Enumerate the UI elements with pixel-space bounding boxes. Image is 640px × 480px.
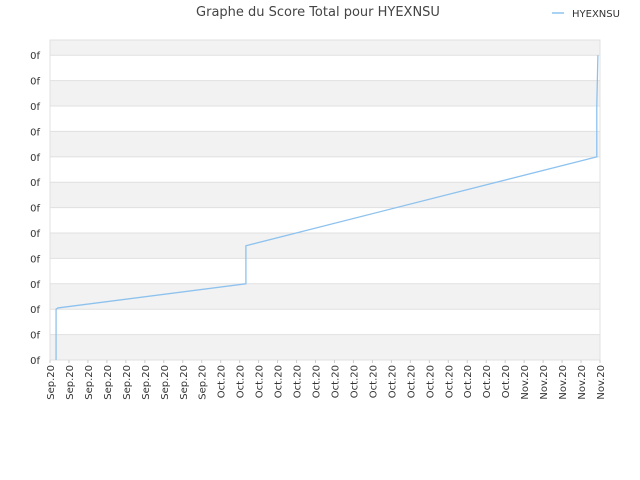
y-tick-label: 0f [30, 77, 40, 88]
legend-label: HYEXNSU [572, 9, 620, 20]
x-tick-label: Oct.20 [217, 365, 228, 398]
x-tick-label: Oct.20 [349, 365, 360, 398]
x-tick-label: Sep.20 [179, 365, 190, 400]
x-tick-label: Nov.20 [539, 365, 550, 400]
band [50, 40, 600, 56]
band [50, 182, 600, 208]
x-tick-label: Oct.20 [255, 365, 266, 398]
x-tick-label: Oct.20 [444, 365, 455, 398]
x-tick-label: Sep.20 [84, 365, 95, 400]
x-tick-label: Oct.20 [274, 365, 285, 398]
x-tick-label: Sep.20 [160, 365, 171, 400]
band [50, 233, 600, 259]
y-tick-label: 0f [30, 153, 40, 164]
y-tick-label: 0f [30, 305, 40, 316]
x-tick-label: Oct.20 [482, 365, 493, 398]
band [50, 283, 600, 310]
y-tick-label: 0f [30, 356, 40, 367]
x-tick-label: Oct.20 [368, 365, 379, 398]
y-tick-label: 0f [30, 331, 40, 342]
x-tick-label: Oct.20 [236, 365, 247, 398]
x-tick-label: Oct.20 [463, 365, 474, 398]
x-tick-label: Nov.20 [577, 365, 588, 400]
band [50, 131, 600, 157]
x-tick-label: Nov.20 [558, 365, 569, 400]
y-tick-label: 0f [30, 51, 40, 62]
band [50, 334, 600, 360]
chart-title: Graphe du Score Total pour HYEXNSU [196, 5, 440, 20]
band [50, 80, 600, 107]
x-tick-label: Sep.20 [65, 365, 76, 400]
y-tick-label: 0f [30, 178, 40, 189]
y-tick-label: 0f [30, 280, 40, 291]
line-series [55, 55, 599, 360]
y-tick-label: 0f [30, 204, 40, 215]
y-tick-label: 0f [30, 229, 40, 240]
x-tick-label: Sep.20 [103, 365, 114, 400]
x-tick-label: Oct.20 [425, 365, 436, 398]
x-tick-label: Oct.20 [501, 365, 512, 398]
x-tick-label: Sep.20 [122, 365, 133, 400]
y-tick-label: 0f [30, 102, 40, 113]
x-tick-label: Oct.20 [387, 365, 398, 398]
plot-frame [49, 39, 601, 361]
x-tick-label: Oct.20 [293, 365, 304, 398]
x-tick-label: Sep.20 [141, 365, 152, 400]
x-tick-label: Oct.20 [406, 365, 417, 398]
x-tick-label: Sep.20 [46, 365, 57, 400]
x-tick-label: Nov.20 [596, 365, 607, 400]
x-tick-label: Oct.20 [312, 365, 323, 398]
y-tick-label: 0f [30, 127, 40, 138]
y-tick-label: 0f [30, 254, 40, 265]
x-tick-label: Sep.20 [198, 365, 209, 400]
x-tick-label: Nov.20 [520, 365, 531, 400]
x-tick-label: Oct.20 [330, 365, 341, 398]
